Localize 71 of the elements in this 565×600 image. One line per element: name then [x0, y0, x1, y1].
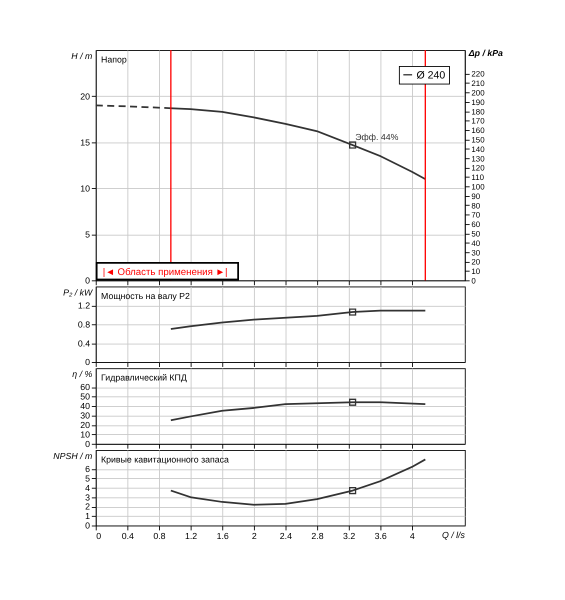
- x-tick-label: 0: [96, 531, 102, 542]
- y-tick-label: 60: [80, 382, 90, 392]
- y2-tick-label: 50: [471, 229, 481, 238]
- y2-tick-label: 70: [471, 210, 481, 220]
- legend-label: Ø 240: [416, 69, 446, 82]
- y2-tick-label: 60: [471, 220, 481, 230]
- x-tick-label: 2.8: [311, 531, 324, 542]
- y-tick-label: 10: [80, 183, 90, 194]
- annotation: Эфф. 44%: [355, 132, 399, 142]
- y2-tick-label: 150: [471, 136, 486, 145]
- y-tick-label: 0: [85, 357, 90, 368]
- y-tick-label: 20: [80, 91, 90, 102]
- y-axis-title: NPSH / m: [53, 450, 92, 461]
- y2-tick-label: 190: [471, 98, 486, 107]
- x-tick-label: 0.8: [153, 531, 166, 542]
- y2-tick-label: 120: [471, 164, 486, 173]
- y2-tick-label: 130: [471, 154, 486, 164]
- y2-tick-label: 110: [471, 173, 485, 182]
- y2-tick-label: 100: [471, 182, 486, 192]
- y-tick-label: 2: [85, 502, 90, 512]
- y2-tick-label: 200: [471, 88, 486, 98]
- x-tick-label: 2.4: [280, 531, 292, 542]
- x-tick-label: 3.2: [343, 531, 356, 542]
- x-tick-label: 1.2: [184, 531, 198, 542]
- y-tick-label: 0.4: [78, 338, 90, 348]
- y-tick-label: 5: [85, 473, 90, 484]
- x-tick-label: 3.6: [374, 531, 387, 542]
- y-tick-label: 0: [85, 275, 90, 286]
- y-tick-label: 6: [85, 464, 90, 474]
- y-tick-label: 3: [85, 492, 90, 502]
- y-tick-label: 0.8: [78, 319, 90, 330]
- y-tick-label: 40: [80, 401, 90, 412]
- y-tick-label: 50: [80, 392, 90, 402]
- y-tick-label: 1: [85, 511, 90, 522]
- y2-axis-title: Δp / kPa: [468, 48, 504, 58]
- x-axis-title: Q / l/s: [442, 530, 466, 540]
- x-tick-label: 0.4: [122, 531, 134, 542]
- y2-tick-label: 160: [471, 126, 486, 136]
- y2-tick-label: 30: [471, 248, 481, 258]
- x-tick-label: 4: [410, 531, 415, 542]
- chart-title: Кривые кавитационного запаса: [101, 454, 230, 464]
- y2-tick-label: 40: [471, 238, 481, 248]
- x-tick-label: 2: [252, 531, 257, 542]
- y-tick-label: 30: [80, 410, 90, 421]
- y-tick-label: 4: [85, 482, 90, 493]
- y-axis-title: η / %: [72, 369, 92, 380]
- y2-tick-label: 10: [471, 267, 481, 276]
- chart-title: Мощность на валу P2: [101, 290, 190, 301]
- y-tick-label: 5: [85, 229, 90, 240]
- y-tick-label: 10: [80, 429, 90, 440]
- y2-tick-label: 170: [471, 116, 486, 126]
- annotation: |◄ Область применения ►|: [102, 267, 228, 278]
- y-tick-label: 0: [85, 438, 90, 449]
- y-tick-label: 15: [80, 137, 90, 148]
- y2-tick-label: 220: [471, 70, 486, 79]
- y-tick-label: 20: [80, 420, 90, 430]
- y2-tick-label: 20: [471, 258, 481, 267]
- y2-tick-label: 90: [471, 192, 481, 201]
- y-axis-title: H / m: [71, 50, 92, 61]
- y2-tick-label: 80: [471, 201, 481, 210]
- x-tick-label: 1.6: [216, 531, 229, 542]
- y2-tick-label: 140: [471, 144, 486, 154]
- line-series: [170, 310, 426, 330]
- y-tick-label: 0: [85, 520, 90, 531]
- y2-tick-label: 210: [471, 79, 486, 88]
- y2-tick-label: 180: [471, 107, 486, 116]
- y-axis-title: P₂ / kW: [63, 287, 93, 298]
- chart-title: Гидравлический КПД: [101, 372, 187, 383]
- text: Напор: [101, 54, 127, 64]
- y-tick-label: 1.2: [78, 300, 90, 311]
- y2-tick-label: 0: [471, 276, 476, 286]
